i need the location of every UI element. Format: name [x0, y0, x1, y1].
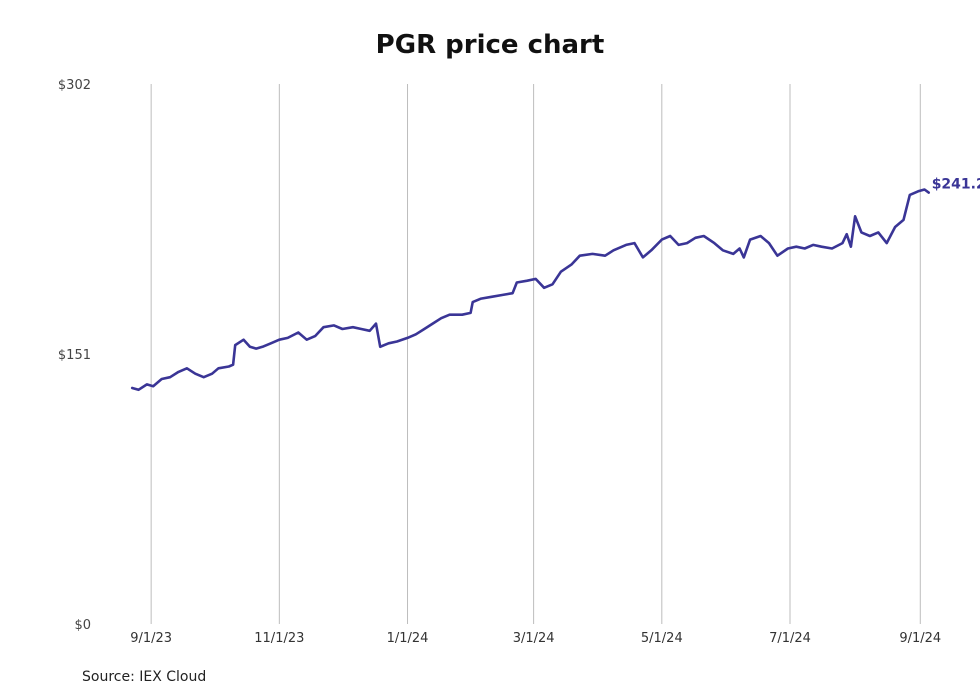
x-tick-label: 5/1/24: [641, 631, 683, 646]
series-layer: [130, 188, 930, 392]
x-tick-label: 9/1/23: [130, 631, 172, 646]
chart-title: PGR price chart: [375, 30, 605, 60]
y-tick-label: $302: [58, 78, 91, 93]
source-note: Source: IEX Cloud: [82, 669, 207, 685]
data-labels: $241.25: [932, 177, 980, 193]
grid-lines: [150, 84, 921, 624]
axis-ticks: 9/1/23 11/1/23 1/1/24 3/1/24 5/1/24 7/1/24 9/1…: [58, 78, 941, 646]
y-tick-label: $151: [58, 348, 91, 363]
price-series-line: [130, 188, 930, 392]
last-price-label: $241.25: [932, 177, 980, 193]
x-tick-label: 3/1/24: [513, 631, 555, 646]
x-tick-label: 1/1/24: [387, 631, 429, 646]
x-tick-label: 7/1/24: [769, 631, 811, 646]
x-tick-label: 11/1/23: [254, 631, 304, 646]
y-tick-label: $0: [74, 618, 91, 633]
x-tick-label: 9/1/24: [899, 631, 941, 646]
